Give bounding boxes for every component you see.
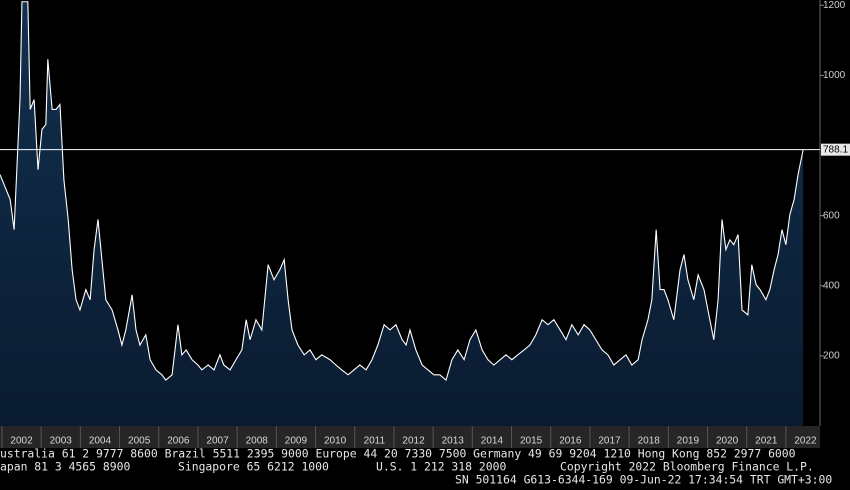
last-value-box	[821, 143, 850, 156]
footer-line: Singapore 65 6212 1000	[178, 460, 329, 474]
x-tick-label: 2017	[598, 436, 621, 447]
y-tick-label: 200	[823, 351, 840, 362]
x-tick-label: 2013	[442, 436, 465, 447]
footer-line: ustralia 61 2 9777 8600 Brazil 5511 2395…	[0, 447, 796, 461]
x-tick-label: 2015	[520, 436, 543, 447]
footer-line: U.S. 1 212 318 2000	[376, 460, 506, 474]
x-tick-label: 2021	[755, 436, 778, 447]
x-tick-label: 2008	[246, 436, 269, 447]
x-tick-label: 2005	[128, 436, 151, 447]
x-tick-label: 2004	[89, 436, 112, 447]
x-tick-label: 2009	[285, 436, 308, 447]
x-axis-band	[0, 426, 820, 448]
y-tick-label: 1000	[823, 70, 846, 81]
x-tick-label: 2010	[324, 436, 347, 447]
x-tick-label: 2003	[50, 436, 73, 447]
x-tick-label: 2016	[559, 436, 582, 447]
x-tick-label: 2006	[167, 436, 190, 447]
x-tick-label: 2012	[402, 436, 425, 447]
x-tick-label: 2022	[794, 436, 817, 447]
last-value-label: 788.1	[823, 144, 848, 155]
footer-line: SN 501164 G613-6344-169 09-Jun-22 17:34:…	[455, 473, 832, 487]
y-tick-label: 1200	[823, 0, 846, 11]
footer-line: Copyright 2022 Bloomberg Finance L.P.	[560, 460, 814, 474]
x-tick-label: 2002	[10, 436, 33, 447]
x-tick-label: 2011	[364, 436, 386, 447]
y-tick-label: 400	[823, 280, 840, 291]
x-tick-label: 2014	[481, 436, 504, 447]
area	[0, 1, 804, 426]
x-tick-label: 2019	[677, 436, 700, 447]
line	[0, 1, 804, 382]
x-tick-label: 2007	[206, 436, 229, 447]
y-tick-label: 600	[823, 210, 840, 221]
footer-line: apan 81 3 4565 8900	[0, 460, 130, 474]
x-tick-label: 2020	[716, 436, 739, 447]
x-tick-label: 2018	[638, 436, 661, 447]
